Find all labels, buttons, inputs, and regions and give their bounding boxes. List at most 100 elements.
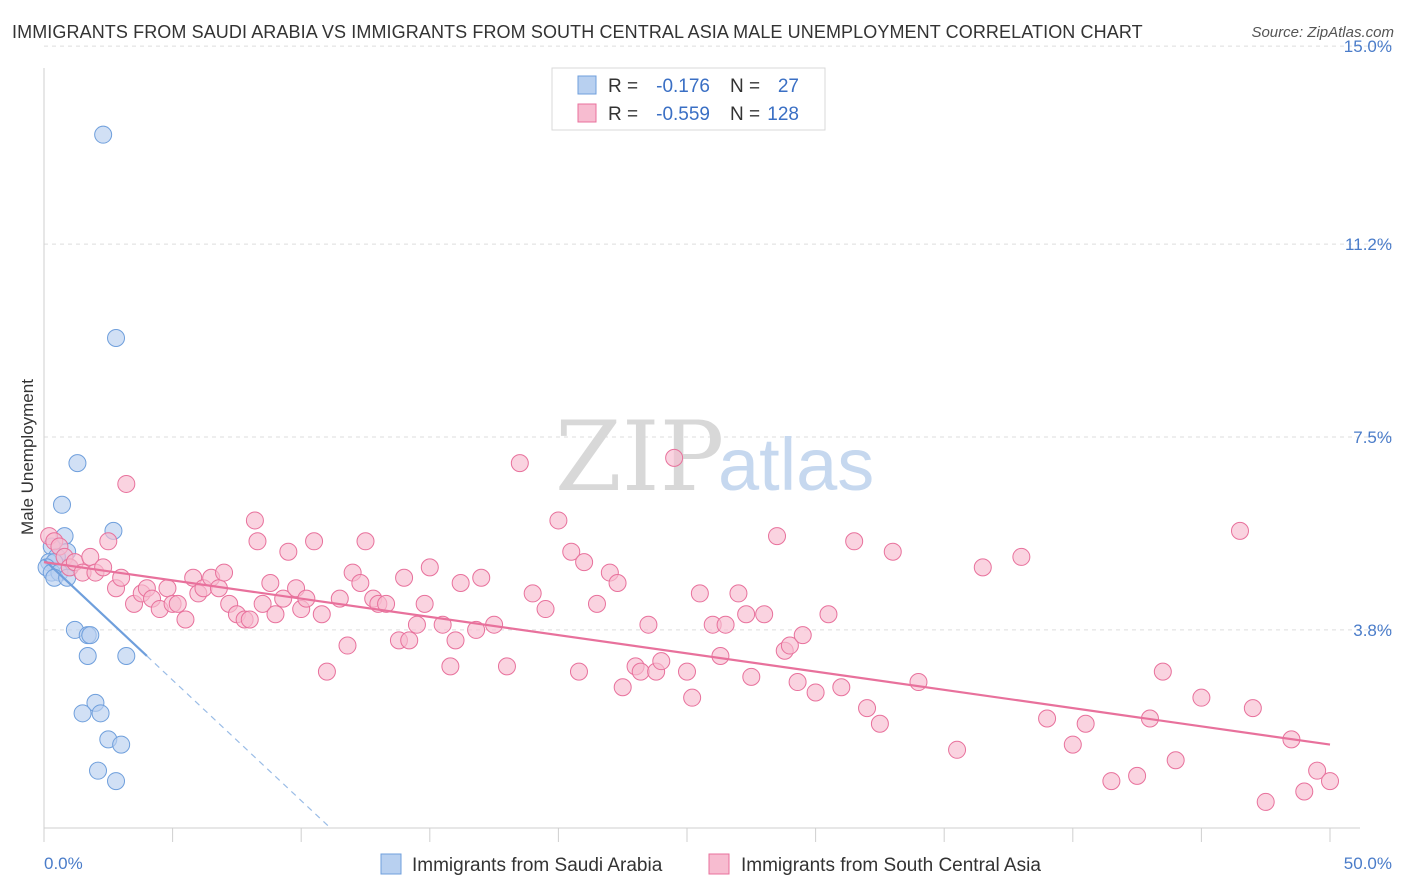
point-south-central-asia: [806, 683, 825, 702]
legend-n-value-south-central-asia: 128: [767, 104, 799, 125]
point-saudi-arabia: [68, 454, 87, 473]
point-south-central-asia: [780, 636, 799, 655]
series-legend: Immigrants from Saudi Arabia Immigrants …: [380, 853, 1041, 876]
point-south-central-asia: [356, 532, 375, 551]
point-south-central-asia: [768, 527, 787, 546]
point-south-central-asia: [683, 688, 702, 707]
y-axis-label: Male Unemployment: [18, 379, 37, 535]
point-south-central-asia: [631, 662, 650, 681]
point-south-central-asia: [176, 610, 195, 629]
x-tick-label-min: 0.0%: [44, 854, 83, 873]
point-south-central-asia: [1243, 699, 1262, 718]
source-credit: Source: ZipAtlas.com: [1251, 24, 1394, 41]
point-south-central-asia: [261, 573, 280, 592]
point-saudi-arabia: [73, 704, 92, 723]
point-south-central-asia: [1256, 792, 1275, 811]
correlation-legend: R = -0.176 N = 27 R = -0.559 N = 128: [551, 67, 826, 131]
gridlines: [44, 45, 1392, 631]
point-south-central-asia: [168, 594, 187, 613]
point-south-central-asia: [523, 584, 542, 603]
point-south-central-asia: [94, 558, 113, 577]
point-south-central-asia: [240, 610, 259, 629]
point-south-central-asia: [639, 615, 658, 634]
point-south-central-asia: [158, 579, 177, 598]
point-south-central-asia: [973, 558, 992, 577]
point-south-central-asia: [819, 605, 838, 624]
point-south-central-asia: [613, 678, 632, 697]
point-south-central-asia: [312, 605, 331, 624]
trend-line-saudi-arabia: [43, 558, 148, 657]
point-south-central-asia: [1038, 709, 1057, 728]
point-south-central-asia: [253, 594, 272, 613]
point-south-central-asia: [467, 620, 486, 639]
point-saudi-arabia: [81, 626, 100, 645]
x-tick-label-max: 50.0%: [1344, 854, 1392, 873]
bottom-legend-label-south-central-asia: Immigrants from South Central Asia: [741, 855, 1041, 876]
point-south-central-asia: [569, 662, 588, 681]
legend-swatch-south-central-asia: [577, 103, 597, 123]
point-south-central-asia: [407, 615, 426, 634]
legend-r-value-south-central-asia: -0.559: [656, 104, 710, 125]
point-south-central-asia: [497, 657, 516, 676]
trend-line-south-central-asia: [43, 561, 1331, 746]
point-south-central-asia: [451, 573, 470, 592]
legend-n-label: N =: [730, 76, 760, 97]
x-axis-ticks: [43, 828, 1331, 842]
point-south-central-asia: [415, 594, 434, 613]
point-south-central-asia: [793, 626, 812, 645]
point-south-central-asia: [433, 615, 452, 634]
legend-swatch-saudi: [577, 75, 597, 95]
point-south-central-asia: [755, 605, 774, 624]
legend-r-value-saudi: -0.176: [656, 76, 710, 97]
point-south-central-asia: [305, 532, 324, 551]
point-saudi-arabia: [53, 495, 72, 514]
point-south-central-asia: [1295, 782, 1314, 801]
y-tick-label: 7.5%: [1353, 428, 1392, 447]
point-south-central-asia: [338, 636, 357, 655]
point-south-central-asia: [845, 532, 864, 551]
point-south-central-asia: [1166, 751, 1185, 770]
point-south-central-asia: [948, 740, 967, 759]
y-tick-label: 15.0%: [1344, 37, 1392, 56]
point-south-central-asia: [711, 646, 730, 665]
point-south-central-asia: [562, 542, 581, 561]
point-south-central-asia: [678, 662, 696, 681]
bottom-legend-label-saudi: Immigrants from Saudi Arabia: [412, 855, 663, 876]
watermark-atlas: atlas: [718, 423, 874, 506]
point-saudi-arabia: [89, 761, 108, 780]
point-south-central-asia: [279, 542, 298, 561]
point-south-central-asia: [395, 568, 414, 587]
point-south-central-asia: [1308, 761, 1327, 780]
point-south-central-asia: [1153, 662, 1172, 681]
y-tick-label: 3.8%: [1353, 621, 1392, 640]
trend-lines: [43, 558, 1331, 829]
point-saudi-arabia: [112, 735, 131, 754]
point-south-central-asia: [1012, 547, 1031, 566]
legend-n-label: N =: [730, 104, 760, 125]
point-south-central-asia: [351, 573, 370, 592]
point-south-central-asia: [510, 454, 529, 473]
point-south-central-asia: [549, 511, 568, 530]
point-south-central-asia: [536, 600, 555, 619]
point-south-central-asia: [1128, 766, 1147, 785]
point-south-central-asia: [99, 532, 118, 551]
point-south-central-asia: [883, 542, 902, 561]
point-south-central-asia: [1063, 735, 1082, 754]
point-saudi-arabia: [107, 328, 126, 347]
point-south-central-asia: [400, 631, 419, 650]
point-south-central-asia: [446, 631, 465, 650]
chart-title: IMMIGRANTS FROM SAUDI ARABIA VS IMMIGRAN…: [12, 22, 1143, 42]
point-south-central-asia: [832, 678, 851, 697]
bottom-legend-swatch-saudi: [380, 853, 402, 875]
point-south-central-asia: [317, 662, 336, 681]
legend-r-label: R =: [608, 104, 638, 125]
point-saudi-arabia: [78, 646, 97, 665]
point-south-central-asia: [858, 699, 877, 718]
point-south-central-asia: [608, 573, 627, 592]
point-south-central-asia: [266, 605, 285, 624]
point-south-central-asia: [575, 553, 594, 572]
data-points: [37, 125, 1339, 811]
watermark-zip: ZIP: [555, 401, 724, 513]
point-south-central-asia: [1321, 772, 1339, 791]
